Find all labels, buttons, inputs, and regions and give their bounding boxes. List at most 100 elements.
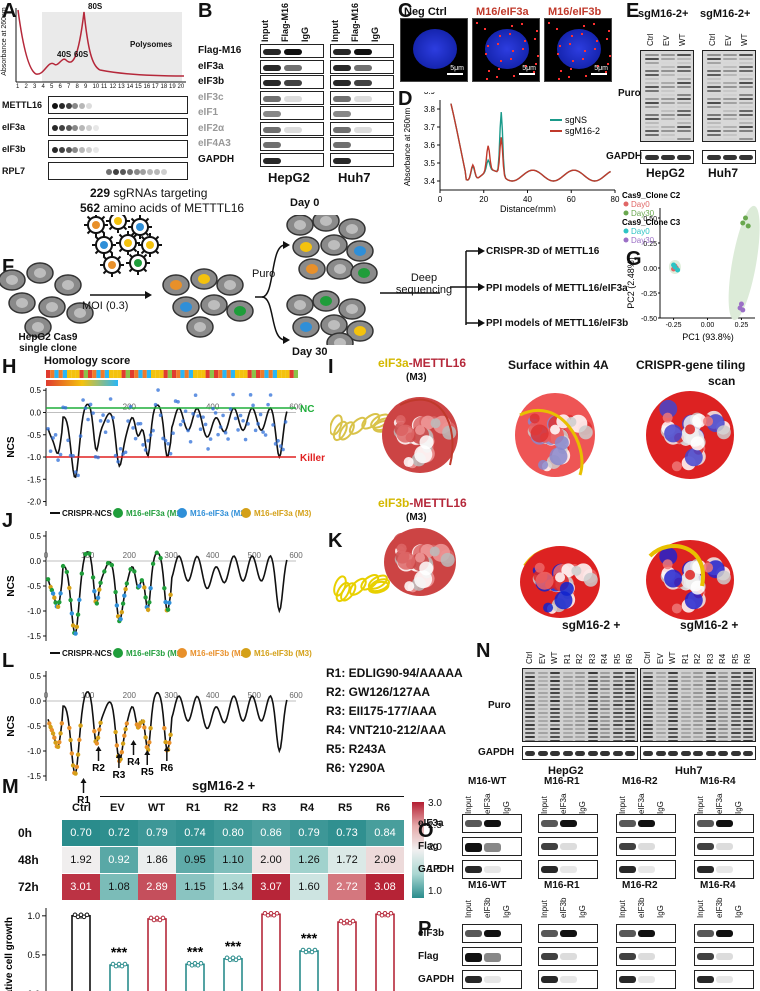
blot-band	[600, 724, 610, 726]
blot-band	[537, 676, 548, 678]
scalebar-line	[447, 73, 463, 75]
lane-label: IgG	[578, 801, 587, 814]
blot-band	[560, 820, 577, 827]
blot-band	[743, 700, 753, 702]
heatmap-cell: 1.92	[62, 847, 100, 873]
d-ytick: 3.7	[424, 123, 436, 132]
blot-band	[575, 704, 585, 706]
blot-band	[600, 672, 610, 674]
blot-band	[484, 843, 501, 852]
ncs-xtick: 100	[81, 691, 95, 700]
blot-band	[730, 680, 741, 682]
blot-band	[743, 712, 753, 714]
ncs-ylabel: NCS	[6, 715, 17, 736]
blot-band	[525, 716, 535, 718]
scalebar-line	[519, 73, 535, 75]
g-ytick: 0.25	[643, 241, 657, 248]
h-point	[258, 412, 263, 417]
m-col-label: WT	[148, 802, 166, 814]
blot-band	[72, 103, 79, 109]
h-point	[246, 422, 250, 426]
blot-band	[550, 736, 560, 738]
j-interface-point	[73, 631, 78, 636]
blot-band	[739, 78, 753, 80]
day30-cell	[346, 320, 374, 342]
color-scale-tick: 3.0	[428, 798, 442, 809]
clone-cell	[24, 316, 52, 338]
blot-band	[645, 74, 659, 76]
m-bar	[337, 921, 357, 991]
heatmap-cell: 1.15	[176, 874, 214, 900]
blot-strip	[616, 814, 676, 833]
j-interface-point	[102, 569, 107, 574]
blot-band	[723, 138, 737, 140]
nucleus	[413, 29, 457, 69]
blot-band	[668, 751, 678, 756]
dot	[533, 71, 535, 73]
blot-band	[677, 114, 691, 116]
dot	[497, 43, 499, 45]
blot-band	[465, 866, 482, 873]
blot-band	[575, 724, 585, 726]
h-point	[143, 448, 148, 452]
micrograph-title: Neg Ctrl	[404, 6, 447, 18]
blot-band	[739, 66, 753, 68]
dot	[585, 75, 587, 77]
blot-band	[718, 740, 728, 741]
blot-band	[484, 820, 501, 827]
blot-band	[693, 728, 703, 730]
blot-band	[743, 696, 753, 698]
blot-band	[625, 680, 635, 682]
blot-strip	[260, 75, 324, 89]
nucleus	[485, 29, 529, 69]
blot-band	[680, 708, 691, 710]
h-point	[186, 428, 190, 433]
h-point	[116, 459, 120, 464]
blot-strip	[330, 59, 394, 74]
blot-band	[550, 751, 560, 756]
blot-band	[655, 751, 666, 756]
blot-band	[625, 684, 635, 686]
l-legend-item: CRISPR-NCS	[62, 649, 112, 658]
blot-band	[550, 740, 560, 741]
h-point	[88, 402, 93, 407]
lane-label: R4	[718, 653, 727, 664]
blot-band	[65, 103, 72, 109]
blot-band	[625, 736, 635, 738]
blot-band	[560, 976, 577, 983]
lane-label: R3	[705, 653, 715, 664]
blot-band	[465, 976, 482, 983]
j-interface-point	[95, 595, 101, 600]
h-point	[241, 418, 245, 423]
lane-label: eIF3a	[483, 793, 492, 814]
lane-label: eIF3a	[637, 793, 646, 814]
l-interface-point	[124, 721, 130, 726]
heatmap-cell: 0.92	[100, 847, 138, 873]
blot-band	[562, 751, 573, 756]
m-significance: ***	[225, 938, 242, 954]
dot	[536, 30, 538, 32]
m-bar	[261, 913, 281, 991]
lane-label: R6	[625, 653, 634, 664]
panel-label-k: K	[328, 530, 343, 552]
blot-band	[645, 122, 659, 124]
blot-band	[612, 740, 623, 741]
ncs-ytick: 0.5	[30, 672, 42, 681]
blot-band	[484, 866, 501, 873]
blot-band	[645, 155, 659, 160]
i-t3: CRISPR-gene tiling	[636, 358, 746, 372]
lane-label: Ctrl	[646, 33, 655, 46]
day0-cell	[346, 240, 374, 262]
blot-band	[677, 86, 691, 88]
cell-line-label: HepG2	[548, 765, 584, 777]
blot-band	[743, 751, 753, 756]
blot-band	[668, 736, 678, 738]
blot-band	[612, 712, 623, 714]
j-interface-point	[122, 593, 127, 598]
blot-band	[693, 712, 703, 714]
blot-band	[619, 866, 636, 873]
blot-strip	[330, 152, 394, 167]
blot-band	[537, 696, 548, 698]
blot-band	[147, 169, 154, 175]
f-clone: HepG2 Cas9 single clone	[18, 332, 78, 354]
